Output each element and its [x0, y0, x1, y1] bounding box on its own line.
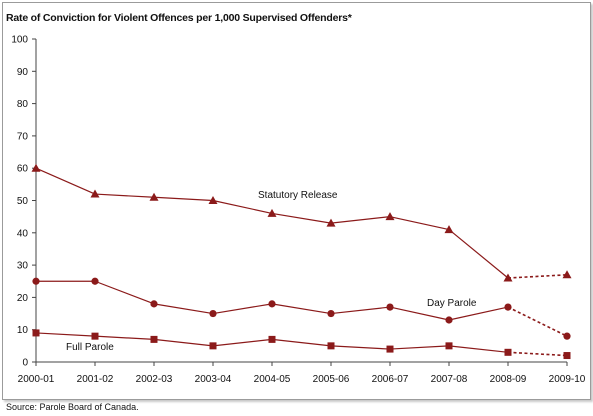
full-parole-segment	[94, 335, 155, 340]
statutory-release-point	[31, 163, 41, 172]
day-parole-point	[327, 309, 335, 318]
day-parole-point	[209, 309, 217, 318]
day-parole-point	[504, 303, 512, 311]
y-tick-label: 0	[22, 358, 28, 369]
full-parole-segment	[448, 345, 509, 353]
day-parole-segment	[212, 303, 273, 315]
day-parole-segment	[389, 306, 450, 321]
y-tick-label: 50	[17, 196, 29, 207]
x-tick-label: 2001-02	[77, 374, 114, 385]
y-tick-label: 20	[17, 293, 29, 304]
y-tick-label: 80	[17, 99, 29, 110]
chart-source: Source: Parole Board of Canada.	[6, 402, 139, 412]
full-parole-point	[504, 348, 512, 356]
day-parole-point	[150, 300, 158, 308]
day-parole-segment	[330, 306, 391, 315]
y-tick-label: 100	[11, 35, 28, 46]
day-parole-segment	[507, 306, 568, 337]
day-parole-segment	[271, 303, 332, 315]
full-parole-series-label: Full Parole	[66, 342, 114, 353]
full-parole-segment	[330, 345, 391, 350]
y-tick-label: 90	[17, 67, 29, 78]
full-parole-point	[150, 335, 158, 343]
full-parole-segment	[271, 338, 332, 347]
statutory-release-point	[562, 270, 572, 279]
statutory-release-segment	[271, 212, 332, 224]
y-tick-label: 40	[17, 228, 29, 239]
statutory-release-segment	[330, 216, 391, 224]
statutory-release-segment	[153, 196, 214, 202]
x-tick-label: 2002-03	[136, 374, 173, 385]
full-parole-segment	[389, 345, 450, 350]
chart-title: Rate of Conviction for Violent Offences …	[6, 12, 352, 24]
x-tick-label: 2005-06	[313, 374, 350, 385]
x-tick-label: 2008-09	[490, 374, 527, 385]
statutory-release-point	[444, 225, 454, 234]
full-parole-point	[386, 345, 394, 353]
statutory-release-point	[267, 208, 277, 217]
full-parole-point	[563, 352, 571, 360]
day-parole-point	[563, 332, 571, 340]
statutory-release-segment	[389, 216, 450, 231]
full-parole-point	[91, 332, 99, 340]
x-tick-label: 2004-05	[254, 374, 291, 385]
statutory-release-segment	[35, 167, 96, 195]
statutory-release-point	[90, 189, 100, 198]
full-parole-segment	[507, 351, 568, 357]
full-parole-point	[209, 342, 217, 350]
full-parole-point	[445, 342, 453, 350]
statutory-release-segment	[507, 273, 568, 279]
statutory-release-series-label: Statutory Release	[258, 190, 338, 201]
x-tick-label: 2006-07	[372, 374, 409, 385]
y-tick-label: 10	[17, 325, 29, 336]
full-parole-segment	[35, 332, 96, 337]
statutory-release-segment	[94, 193, 155, 198]
day-parole-point	[32, 277, 40, 285]
day-parole-segment	[448, 306, 509, 321]
day-parole-series-label: Day Parole	[427, 298, 477, 309]
statutory-release-segment	[448, 229, 509, 279]
chart-frame	[2, 2, 591, 400]
statutory-release-segment	[212, 199, 273, 215]
y-tick-label: 30	[17, 261, 29, 272]
full-parole-point	[32, 329, 40, 337]
y-tick-label: 60	[17, 164, 29, 175]
day-parole-point	[386, 303, 394, 311]
y-tick-label: 70	[17, 131, 29, 142]
day-parole-point	[91, 277, 99, 285]
statutory-release-point	[385, 212, 395, 221]
day-parole-segment	[153, 303, 214, 315]
full-parole-point	[327, 342, 335, 350]
full-parole-segment	[212, 338, 273, 347]
day-parole-segment	[94, 280, 155, 305]
x-tick-label: 2000-01	[18, 374, 55, 385]
statutory-release-point	[326, 218, 336, 227]
x-tick-label: 2009-10	[549, 374, 586, 385]
statutory-release-point	[503, 273, 513, 282]
full-parole-segment	[153, 338, 214, 347]
line-chart: 0 10 20 30 40 50 60 70 80 90 100 2000-01 2001-02 2002…	[11, 35, 586, 386]
x-tick-label: 2003-04	[195, 374, 232, 385]
statutory-release-point	[149, 192, 159, 201]
full-parole-point	[268, 335, 276, 343]
x-tick-label: 2007-08	[431, 374, 468, 385]
statutory-release-point	[208, 196, 218, 204]
day-parole-point	[445, 316, 453, 324]
day-parole-point	[268, 300, 276, 308]
